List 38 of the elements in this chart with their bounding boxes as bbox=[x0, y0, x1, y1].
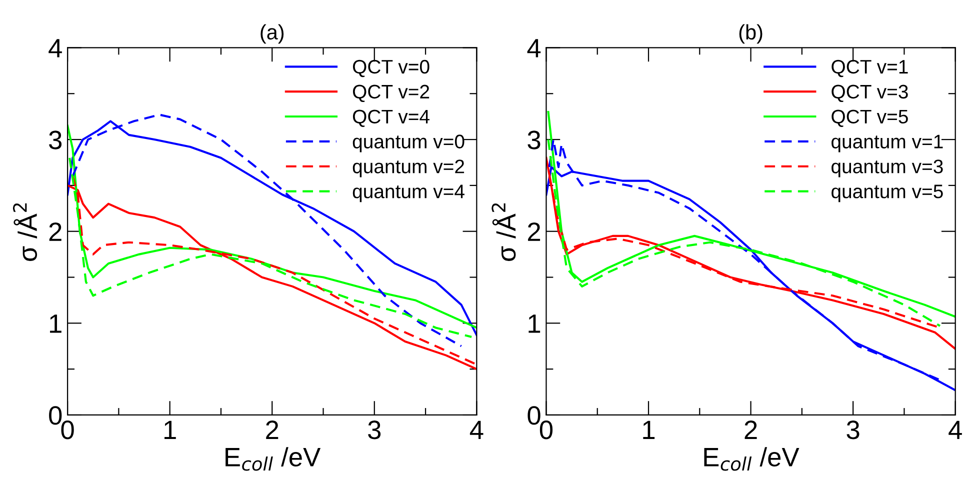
x-tick-label: 0 bbox=[540, 420, 553, 440]
y-tick-label: 2 bbox=[49, 222, 62, 241]
y-tick-label: 3 bbox=[528, 130, 540, 150]
legend-label: QCT v=0 bbox=[352, 60, 430, 78]
y-tick-label: 1 bbox=[50, 314, 62, 333]
x-tick-label: 0 bbox=[61, 420, 74, 440]
legend-label: quantum v=3 bbox=[832, 160, 943, 178]
y-tick-label: 4 bbox=[527, 39, 541, 58]
legend-label: quantum v=4 bbox=[352, 184, 464, 202]
y-tick-label: 4 bbox=[48, 39, 62, 58]
legend-label: QCT v=1 bbox=[832, 60, 908, 78]
x-tick-label: 4 bbox=[470, 420, 484, 439]
y-tick-label: 1 bbox=[528, 314, 540, 333]
legend-label: quantum v=0 bbox=[352, 134, 464, 152]
y-axis-title: σ /Å$^{2}$ bbox=[12, 203, 38, 261]
x-tick-label: 2 bbox=[266, 420, 278, 439]
x-tick-label: 3 bbox=[368, 420, 381, 440]
y-axis-title: σ /Å$^{2}$ bbox=[492, 203, 516, 261]
y-tick-label: 0 bbox=[528, 406, 540, 425]
legend-label: QCT v=2 bbox=[352, 84, 430, 102]
y-tick-label: 3 bbox=[49, 130, 62, 150]
chart-title: (b) bbox=[739, 24, 762, 44]
legend-label: QCT v=5 bbox=[832, 110, 908, 127]
legend-label: QCT v=3 bbox=[832, 84, 908, 102]
legend-label: quantum v=1 bbox=[832, 134, 943, 152]
x-tick-label: 4 bbox=[948, 420, 962, 439]
x-axis-title: E$_{coll}$ /eV bbox=[704, 447, 800, 471]
x-tick-label: 2 bbox=[744, 420, 757, 439]
y-tick-label: 0 bbox=[49, 406, 62, 425]
x-tick-label: 1 bbox=[643, 420, 655, 439]
legend-label: QCT v=4 bbox=[352, 110, 430, 127]
x-tick-label: 3 bbox=[846, 420, 860, 440]
x-tick-label: 1 bbox=[164, 420, 176, 439]
x-axis-title: E$_{coll}$ /eV bbox=[226, 447, 321, 471]
legend-label: quantum v=5 bbox=[832, 184, 943, 202]
legend-label: quantum v=2 bbox=[352, 160, 464, 178]
y-tick-label: 2 bbox=[528, 222, 540, 241]
chart-title: (a) bbox=[260, 24, 284, 44]
